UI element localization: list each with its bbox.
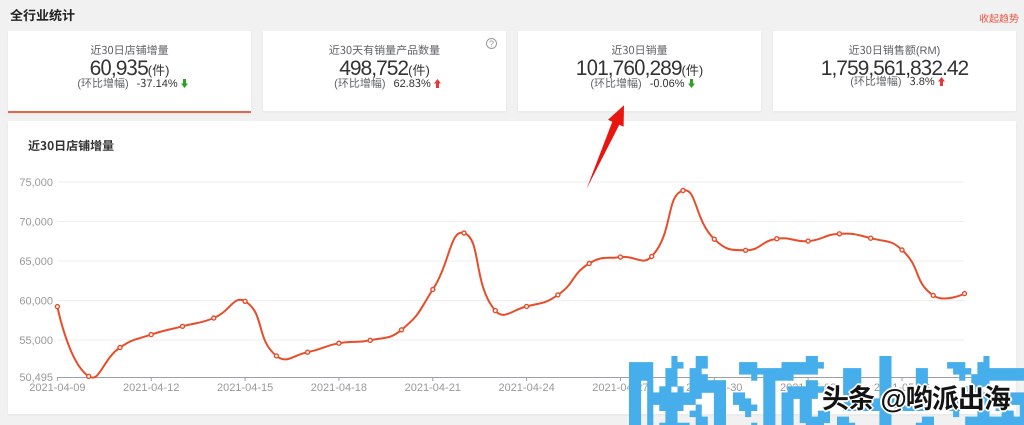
svg-text:2021-04-15: 2021-04-15 [217,382,273,394]
svg-text:75,000: 75,000 [19,177,53,189]
svg-text:70,000: 70,000 [19,217,53,229]
svg-text:50,495: 50,495 [19,372,53,384]
svg-text:2021-04-18: 2021-04-18 [311,382,367,394]
svg-text:2021-04-24: 2021-04-24 [498,382,554,394]
svg-text:55,000: 55,000 [19,335,53,347]
svg-text:2021-04-27: 2021-04-27 [592,382,648,394]
svg-text:65,000: 65,000 [19,256,53,268]
svg-text:2021-04-21: 2021-04-21 [405,382,461,394]
svg-text:2021-04-30: 2021-04-30 [686,382,742,394]
svg-text:2021-04-09: 2021-04-09 [29,382,85,394]
svg-text:60,000: 60,000 [19,296,53,308]
svg-text:2021-04-12: 2021-04-12 [123,382,179,394]
